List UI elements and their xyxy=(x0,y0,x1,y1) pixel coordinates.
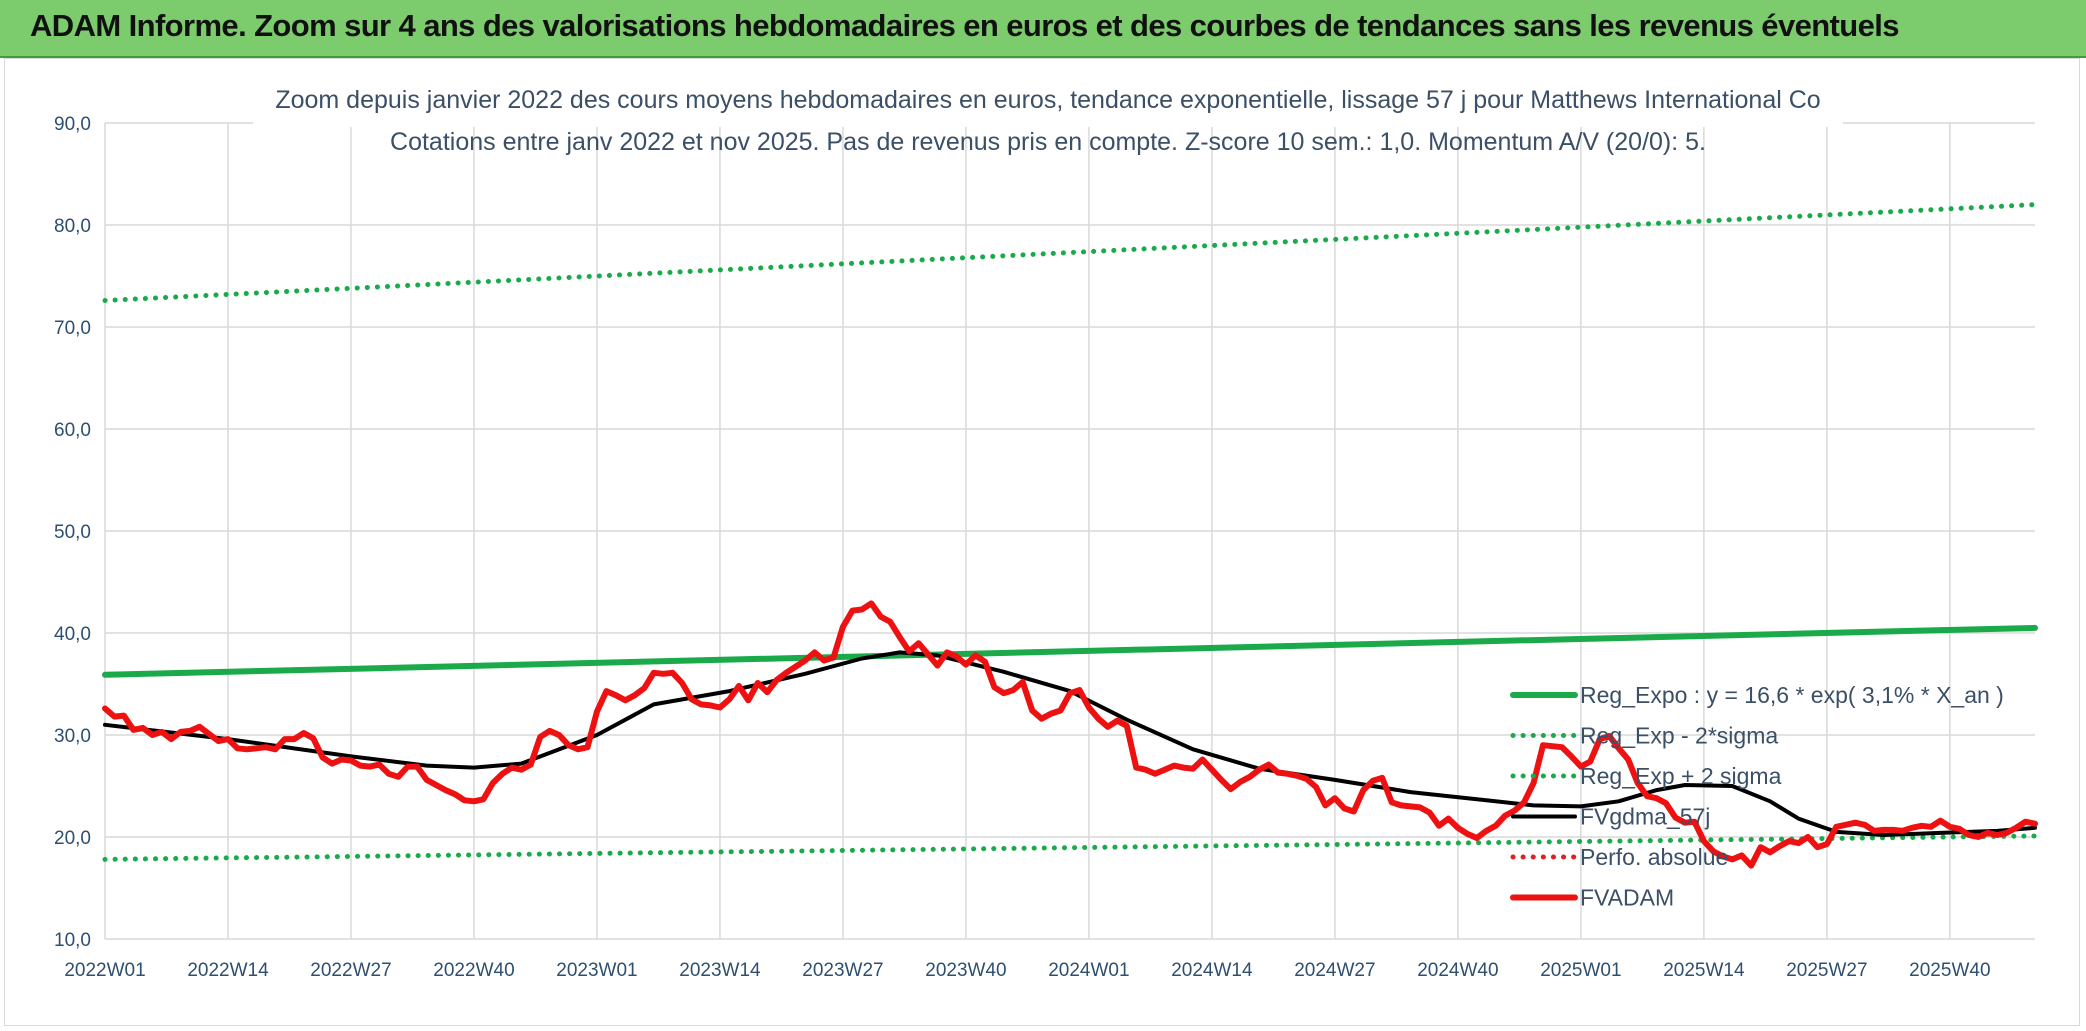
x-tick-label: 2025W40 xyxy=(1909,960,1990,981)
chart-frame: 10,0 20,0 30,0 40,0 50,0 60,0 70,0 80,0 90,0 202… xyxy=(4,58,2080,1026)
chart-titles: Zoom depuis janvier 2022 des cours moyen… xyxy=(253,59,1843,156)
series-line-fvgdma-57j xyxy=(103,650,2037,837)
x-tick-label: 2022W40 xyxy=(433,960,514,981)
x-tick-label: 2024W01 xyxy=(1048,960,1129,981)
y-tick-label: 70,0 xyxy=(54,318,91,339)
report-banner: ADAM Informe. Zoom sur 4 ans des valoris… xyxy=(0,0,2086,58)
x-tick-label: 2025W14 xyxy=(1663,960,1745,981)
x-tick-label: 2023W01 xyxy=(556,960,637,981)
legend-label: Perfo. absolue xyxy=(1580,844,1728,870)
y-tick-label: 50,0 xyxy=(54,522,91,543)
y-tick-label: 30,0 xyxy=(54,726,91,747)
title-background xyxy=(253,59,1843,127)
chart-title: Zoom depuis janvier 2022 des cours moyen… xyxy=(275,86,1820,114)
series-line-reg-expo-y-16-6-exp-3-1-x-an xyxy=(102,624,2038,678)
report-title: ADAM Informe. Zoom sur 4 ans des valoris… xyxy=(30,8,1900,43)
x-tick-label: 2025W01 xyxy=(1540,960,1621,981)
legend-label: FVgdma_57j xyxy=(1580,804,1710,830)
x-tick-label: 2022W27 xyxy=(310,960,391,981)
legend-label: Reg_Expo : y = 16,6 * exp( 3,1% * X_an ) xyxy=(1580,682,2004,708)
series-line-reg-exp-2-sigma xyxy=(102,202,2038,303)
x-tick-label: 2024W14 xyxy=(1171,960,1253,981)
valuation-line-chart: 10,0 20,0 30,0 40,0 50,0 60,0 70,0 80,0 90,0 202… xyxy=(54,59,2038,981)
series-layer xyxy=(102,202,2038,869)
chart-subtitle: Cotations entre janv 2022 et nov 2025. P… xyxy=(390,128,1706,156)
x-tick-label: 2022W14 xyxy=(187,960,269,981)
x-tick-label: 2022W01 xyxy=(64,960,145,981)
x-axis: 2022W01 2022W14 2022W27 2022W40 2023W01 2023W… xyxy=(64,960,1990,981)
x-tick-label: 2025W27 xyxy=(1786,960,1867,981)
chart-legend: Reg_Expo : y = 16,6 * exp( 3,1% * X_an )… xyxy=(1510,682,2004,911)
y-tick-label: 20,0 xyxy=(54,828,91,849)
series-line-fvadam xyxy=(102,600,2038,869)
y-tick-label: 80,0 xyxy=(54,216,91,237)
legend-label: FVADAM xyxy=(1580,885,1674,911)
grid-lines xyxy=(104,122,2035,940)
x-tick-label: 2023W27 xyxy=(802,960,883,981)
legend-label: Reg_Exp + 2 sigma xyxy=(1580,763,1782,789)
y-tick-label: 60,0 xyxy=(54,420,91,441)
y-axis: 10,0 20,0 30,0 40,0 50,0 60,0 70,0 80,0 90,0 xyxy=(54,114,91,951)
x-tick-label: 2023W14 xyxy=(679,960,761,981)
x-tick-label: 2024W40 xyxy=(1417,960,1498,981)
y-tick-label: 10,0 xyxy=(54,930,91,951)
x-tick-label: 2024W27 xyxy=(1294,960,1375,981)
x-tick-label: 2023W40 xyxy=(925,960,1006,981)
series-line-reg-exp-2-sigma xyxy=(102,833,2038,862)
y-tick-label: 40,0 xyxy=(54,624,91,645)
y-tick-label: 90,0 xyxy=(54,114,91,135)
legend-label: Reg_Exp - 2*sigma xyxy=(1580,723,1778,749)
